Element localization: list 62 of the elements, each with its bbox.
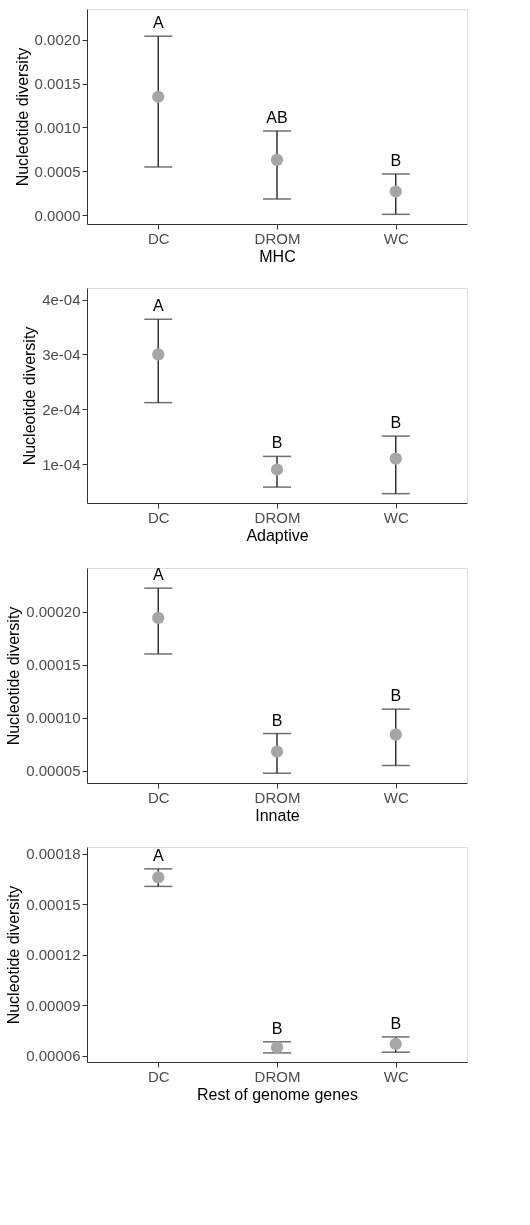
y-tick-label: 0.00009 — [26, 996, 81, 1014]
y-axis-title: Nucleotide diversity — [13, 47, 31, 187]
point — [270, 745, 284, 758]
y-tick-label: 0.00005 — [26, 762, 81, 780]
point — [152, 871, 165, 884]
annotation: B — [390, 687, 402, 705]
x-tick-label: DROM — [254, 229, 301, 247]
annotation: A — [152, 297, 164, 315]
point — [270, 463, 284, 476]
y-tick-label: 0.0005 — [34, 162, 81, 180]
y-tick-label: 0.00010 — [26, 709, 81, 727]
y-axis-title: Nucleotide diversity — [5, 606, 23, 746]
x-tick-label: DROM — [254, 788, 301, 806]
point — [389, 1037, 402, 1051]
y-tick-label: 0.00006 — [26, 1047, 81, 1065]
x-tick-label: WC — [383, 508, 409, 526]
y-axis-title: Nucleotide diversity — [21, 326, 39, 466]
y-tick-label: 0.00020 — [26, 603, 81, 621]
point — [270, 1041, 284, 1054]
y-tick-label: 0.00015 — [26, 656, 81, 674]
point — [152, 611, 165, 624]
x-axis-title: Adaptive — [246, 526, 309, 544]
annotation: AB — [266, 108, 288, 126]
y-tick-label: 0.00018 — [26, 845, 81, 863]
annotation: B — [390, 414, 402, 432]
x-tick-label: WC — [383, 1067, 409, 1085]
point — [389, 185, 402, 198]
y-tick-label: 2e-04 — [42, 400, 81, 418]
annotation: B — [271, 434, 283, 452]
x-tick-label: DC — [147, 229, 170, 247]
y-tick-label: 0.00012 — [26, 946, 81, 964]
y-tick-label: 1e-04 — [42, 455, 81, 473]
annotation: A — [152, 14, 164, 32]
y-tick-label: 0.0010 — [34, 118, 81, 136]
point — [270, 153, 284, 167]
point — [389, 452, 402, 465]
annotation: B — [271, 711, 283, 729]
y-tick-label: 0.0000 — [34, 206, 81, 224]
y-tick-label: 0.0020 — [34, 31, 81, 49]
x-tick-label: DC — [147, 508, 170, 526]
annotation: B — [390, 1014, 402, 1032]
x-tick-label: DROM — [254, 508, 301, 526]
y-tick-label: 0.00015 — [26, 895, 81, 913]
x-tick-label: DC — [147, 788, 170, 806]
annotation: B — [271, 1019, 283, 1037]
x-tick-label: WC — [383, 788, 409, 806]
point — [152, 90, 165, 103]
y-axis-title: Nucleotide diversity — [5, 885, 23, 1025]
point — [152, 348, 165, 361]
y-tick-label: 0.0015 — [34, 75, 81, 93]
annotation: B — [390, 151, 402, 169]
point — [389, 728, 402, 741]
y-tick-label: 4e-04 — [42, 291, 81, 309]
x-tick-label: WC — [383, 229, 409, 247]
y-tick-label: 3e-04 — [42, 345, 81, 363]
annotation: A — [152, 566, 164, 584]
x-axis-title: Innate — [255, 806, 300, 824]
x-axis-title: MHC — [259, 247, 296, 265]
x-tick-label: DROM — [254, 1067, 301, 1085]
x-axis-title: Rest of genome genes — [197, 1085, 358, 1103]
x-tick-label: DC — [147, 1067, 170, 1085]
annotation: A — [152, 846, 164, 864]
